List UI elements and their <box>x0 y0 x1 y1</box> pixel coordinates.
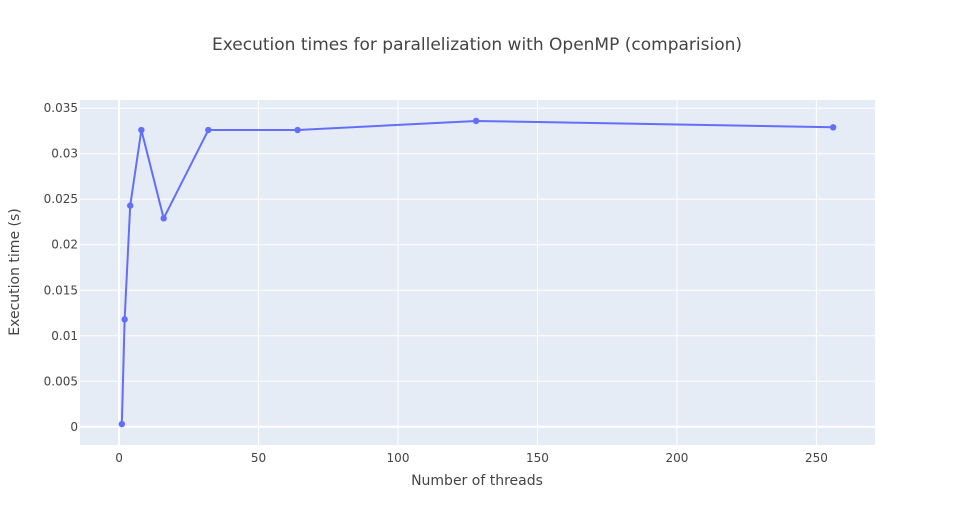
data-point[interactable] <box>127 202 134 209</box>
data-point[interactable] <box>121 316 128 323</box>
x-tick-label: 100 <box>387 451 410 465</box>
data-point[interactable] <box>829 124 837 131</box>
x-tick-label: 0 <box>115 451 123 465</box>
x-tick-label: 200 <box>665 451 688 465</box>
y-tick-label: 0.015 <box>44 283 78 297</box>
y-tick-label: 0.02 <box>51 238 78 252</box>
x-axis-title: Number of threads <box>411 473 543 489</box>
x-gridlines <box>118 100 817 445</box>
chart-title: Execution times for parallelization with… <box>212 35 742 55</box>
series-layer <box>118 117 837 428</box>
y-tick-labels: 0 0.005 0.01 0.015 0.02 0.025 0.03 0.035 <box>44 101 78 434</box>
y-tick-label: 0 <box>70 420 78 434</box>
y-tick-label: 0.035 <box>44 101 78 115</box>
data-point[interactable] <box>138 126 145 134</box>
x-tick-label: 150 <box>526 451 549 465</box>
data-point[interactable] <box>205 126 212 134</box>
y-tick-label: 0.025 <box>44 192 78 206</box>
data-point[interactable] <box>294 126 301 134</box>
y-axis-title: Execution time (s) <box>7 208 23 335</box>
y-gridlines <box>80 107 875 428</box>
data-point[interactable] <box>160 215 167 222</box>
data-point[interactable] <box>118 420 126 428</box>
y-tick-label: 0.03 <box>51 147 78 161</box>
x-tick-label: 250 <box>805 451 828 465</box>
x-tick-labels: 0 50 100 150 200 250 <box>115 451 828 465</box>
y-tick-label: 0.005 <box>44 374 78 388</box>
x-tick-label: 50 <box>251 451 266 465</box>
data-point[interactable] <box>472 117 480 125</box>
y-tick-label: 0.01 <box>51 329 78 343</box>
plot-area <box>80 100 875 445</box>
